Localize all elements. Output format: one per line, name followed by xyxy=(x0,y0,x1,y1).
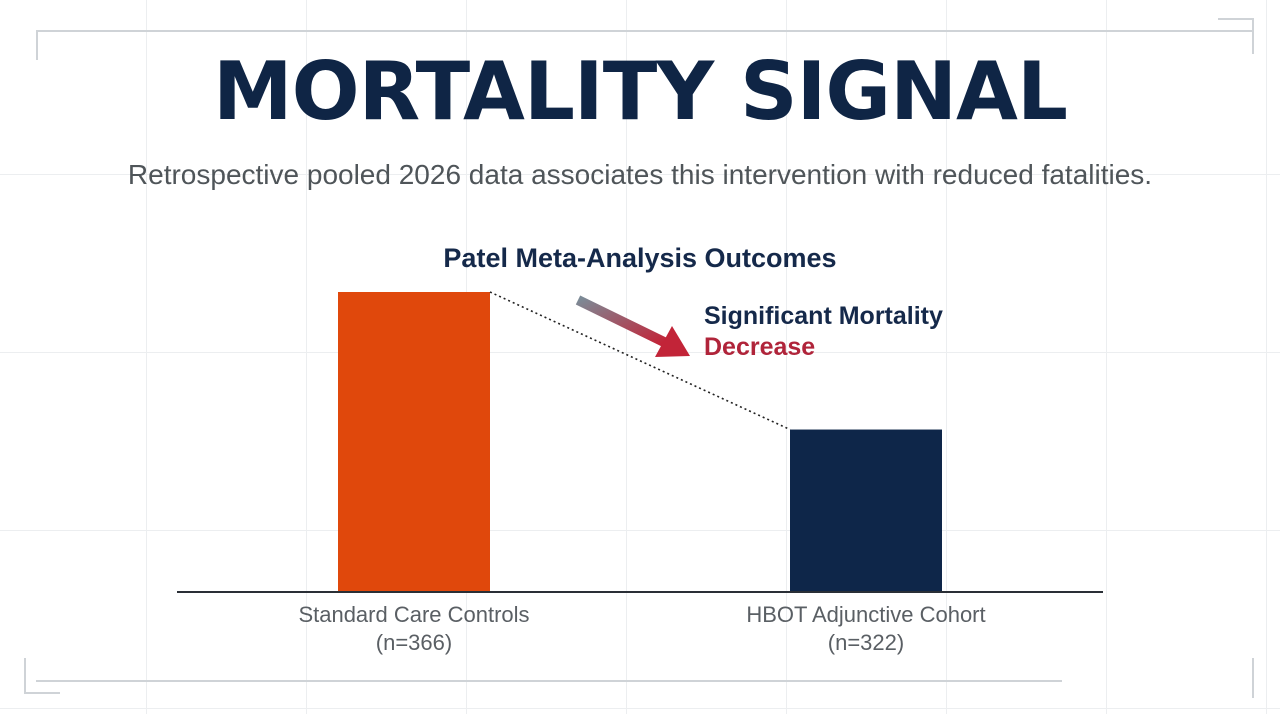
annotation-line-1: Significant Mortality xyxy=(704,302,943,330)
frame-bottom-right-vertical xyxy=(1252,658,1254,698)
frame-bottom-left-vertical xyxy=(24,658,26,694)
category-label-2: HBOT Adjunctive Cohort xyxy=(746,602,985,627)
bar-1 xyxy=(338,292,490,591)
category-note-2: (n=322) xyxy=(828,630,904,655)
category-labels-layer: Standard Care Controls (n=366) HBOT Adjunc… xyxy=(298,602,985,655)
category-label-1: Standard Care Controls xyxy=(298,602,529,627)
frame-bottom-left-tick xyxy=(24,692,60,694)
trend-dotted-line xyxy=(489,291,791,431)
bars-layer xyxy=(177,291,1103,593)
chart-title: Patel Meta-Analysis Outcomes xyxy=(443,243,836,273)
page-title: MORTALITY SIGNAL xyxy=(213,45,1068,138)
decrease-arrow-icon xyxy=(575,295,690,357)
frame-right-line xyxy=(1252,18,1254,54)
annotation-line-2: Decrease xyxy=(704,333,815,361)
frame-bottom-line xyxy=(36,680,1062,682)
category-note-1: (n=366) xyxy=(376,630,452,655)
frame-top-right-tick xyxy=(1218,18,1254,20)
frame-top-line xyxy=(36,30,1254,32)
page-subtitle: Retrospective pooled 2026 data associate… xyxy=(127,159,1153,190)
bar-2 xyxy=(790,429,942,591)
frame-left-line xyxy=(36,30,38,60)
